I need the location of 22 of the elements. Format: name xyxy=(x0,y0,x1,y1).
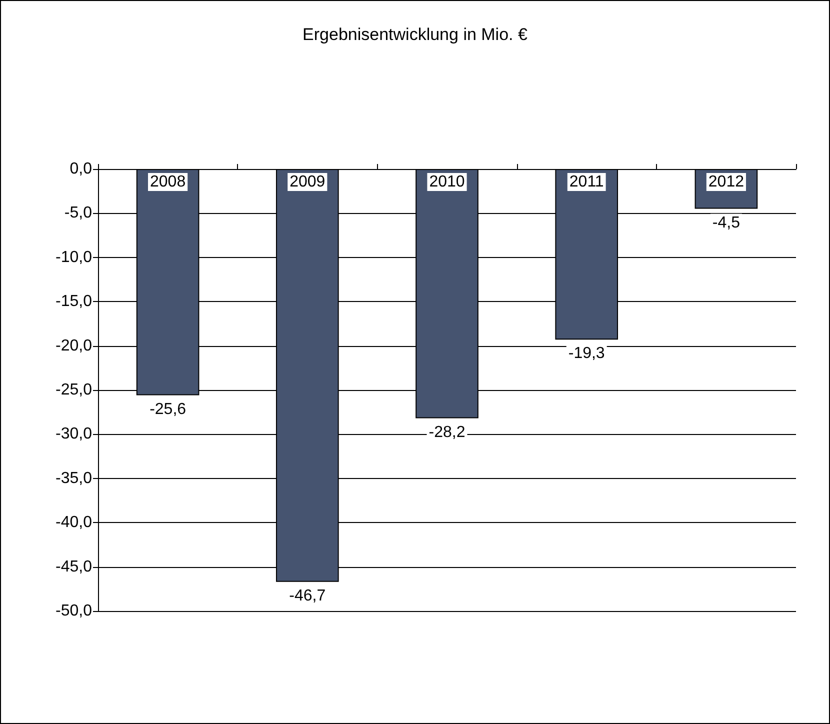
x-tick-label: 2012 xyxy=(708,174,744,190)
data-label: -28,2 xyxy=(428,424,466,441)
y-tick-label: 0,0 xyxy=(70,160,92,178)
y-tick-label: -40,0 xyxy=(56,514,92,532)
x-tick-label: 2011 xyxy=(569,174,604,190)
y-tick-label: -15,0 xyxy=(56,293,92,310)
y-tick-label: -35,0 xyxy=(56,470,92,487)
x-tick-label: 2009 xyxy=(290,174,326,190)
y-tick-label: -50,0 xyxy=(56,602,92,620)
data-label: -4,5 xyxy=(712,214,740,232)
x-tick-label: 2010 xyxy=(429,174,465,190)
y-tick-label: -45,0 xyxy=(56,558,92,576)
chart-title: Ergebnisentwicklung in Mio. € xyxy=(302,25,528,44)
data-label: -19,3 xyxy=(568,345,605,362)
y-tick-label: -20,0 xyxy=(56,337,92,354)
y-tick-label: -30,0 xyxy=(56,426,92,443)
data-label: -46,7 xyxy=(289,587,326,604)
x-tick-label: 2008 xyxy=(150,174,186,190)
y-tick-label: -25,0 xyxy=(56,382,92,398)
y-tick-label: -10,0 xyxy=(56,248,92,266)
data-label: -25,6 xyxy=(150,400,186,418)
y-tick-label: -5,0 xyxy=(64,204,92,222)
